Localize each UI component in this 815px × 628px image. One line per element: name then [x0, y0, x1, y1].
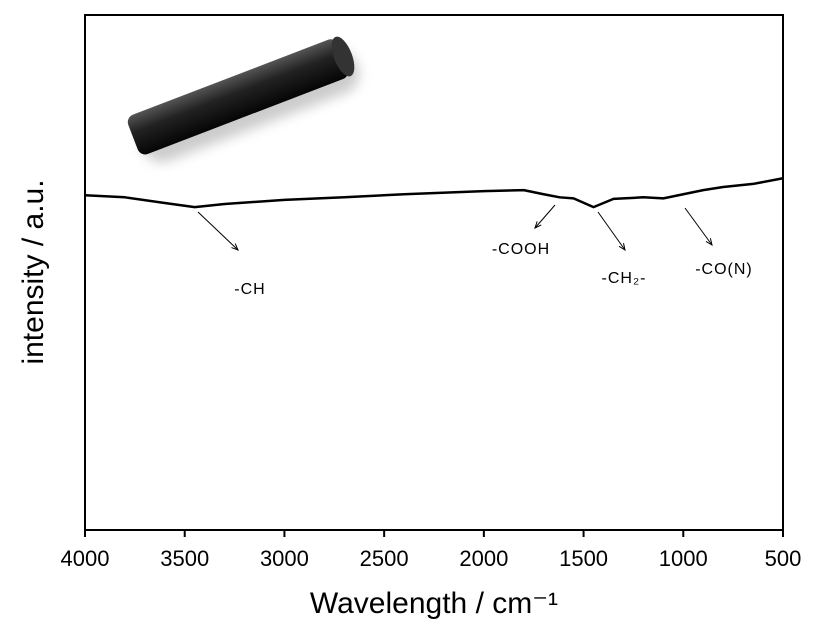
x-tick-label: 2500 — [360, 546, 409, 571]
annotation-arrowhead — [231, 243, 239, 251]
x-tick-label: 2000 — [459, 546, 508, 571]
annotation-arrowhead — [705, 238, 713, 247]
fiber-illustration — [127, 36, 360, 163]
annotation-arrow — [197, 211, 239, 251]
annotation-arrow — [684, 207, 713, 246]
annotation-label: -CH — [234, 281, 265, 298]
annotation-arrow — [597, 211, 626, 251]
annotation-arrow — [534, 204, 556, 229]
spectrum-line — [84, 177, 784, 209]
x-tick-label: 3000 — [260, 546, 309, 571]
annotation-arrowhead — [618, 243, 626, 252]
x-tick-label: 1500 — [559, 546, 608, 571]
annotation-label: -CO(N) — [695, 261, 753, 278]
x-tick-label: 500 — [765, 546, 802, 571]
x-tick-label: 1000 — [659, 546, 708, 571]
annotation-label: -CH₂- — [602, 270, 647, 287]
x-tick-label: 3500 — [160, 546, 209, 571]
y-axis-title: intensity / a.u. — [17, 179, 50, 364]
annotation-label: -COOH — [492, 241, 550, 258]
annotation-arrowhead — [534, 221, 542, 229]
plot-frame — [84, 14, 784, 531]
x-tick-label: 4000 — [61, 546, 110, 571]
x-axis-title: Wavelength / cm⁻¹ — [310, 587, 558, 620]
